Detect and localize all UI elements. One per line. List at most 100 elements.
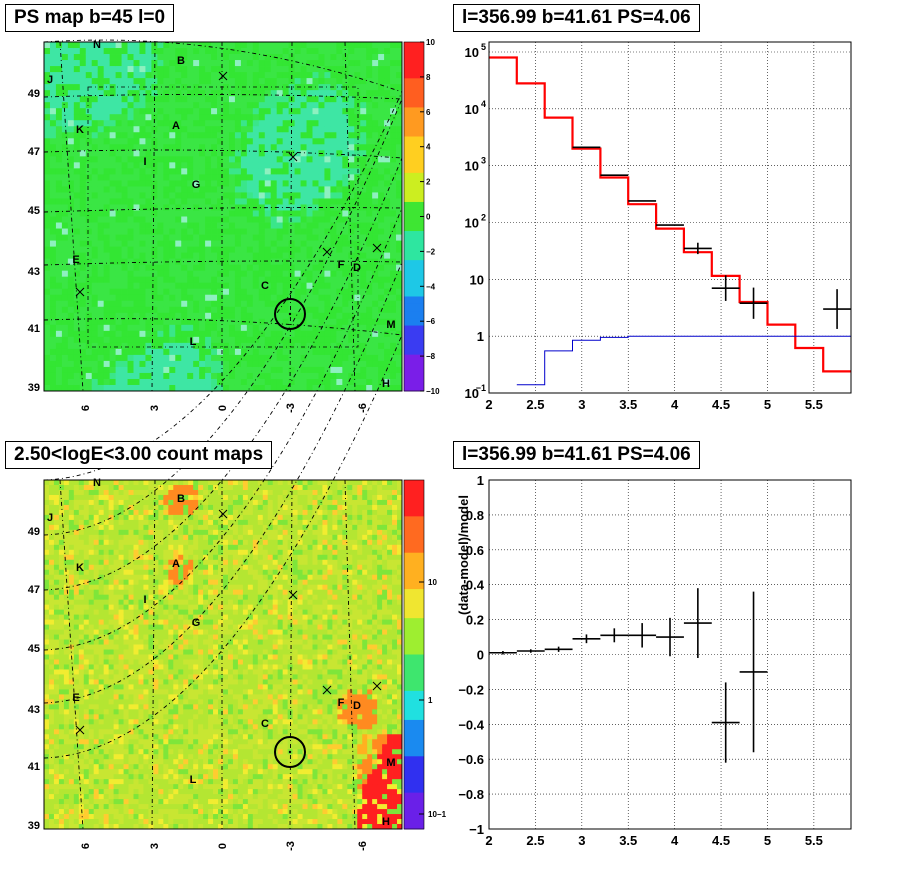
map-pixel [98,519,105,526]
map-pixel [113,489,119,496]
map-pixel [366,228,373,235]
map-pixel [366,48,373,55]
map-pixel [63,764,70,770]
map-pixel [78,804,85,810]
map-pixel [91,42,99,49]
map-pixel [97,192,105,199]
map-pixel [127,300,134,308]
map-pixel [108,519,115,526]
map-pixel [78,529,85,536]
map-pixel [63,754,70,760]
map-pixel [384,246,391,254]
map-pixel [44,324,51,332]
source-cross-marker [372,243,382,253]
map-pixel [234,246,242,254]
map-pixel [79,60,87,67]
map-pixel [252,240,260,247]
map-pixel [48,484,55,491]
map-pixel [330,180,337,187]
map-pixel [306,78,313,85]
target-circle [274,298,306,330]
map-pixel [44,144,51,151]
map-pixel [199,186,206,193]
map-pixel [223,384,230,392]
map-pixel [336,48,343,55]
map-pixel [163,300,170,308]
map-pixel [128,764,134,770]
map-pixel [145,72,152,79]
map-pixel [49,48,57,55]
map-pixel [366,318,373,326]
map-pixel [73,180,81,187]
map-pixel [128,759,134,765]
map-pixel [384,318,391,326]
map-pixel [73,378,81,386]
map-pixel [390,210,397,217]
map-pixel [138,679,144,685]
map-pixel [44,639,50,645]
map-pixel [324,60,331,67]
map-pixel [288,270,295,278]
map-pixel [97,72,105,79]
map-pixel [193,240,200,247]
map-pixel [128,589,134,596]
map-pixel [360,378,367,386]
map-pixel [193,300,200,308]
map-pixel [55,192,63,199]
map-pixel [103,814,110,820]
map-pixel [211,66,218,73]
map-pixel [73,72,81,79]
map-pixel [61,258,69,266]
map-pixel [306,300,313,308]
map-pixel [324,186,331,193]
map-pixel [61,132,69,139]
map-pixel [103,739,110,745]
map-pixel [312,252,319,260]
map-pixel [246,144,254,151]
map-pixel [103,264,111,272]
map-pixel [288,234,295,241]
map-pixel [348,306,355,314]
map-pixel [354,258,361,266]
map-pixel [91,78,99,85]
map-pixel [91,90,99,97]
map-pixel [123,584,129,591]
map-pixel [294,234,301,241]
map-pixel [113,634,119,640]
map-pixel [187,156,194,163]
map-pixel [128,684,134,690]
map-pixel [44,180,51,187]
map-pixel [169,288,176,296]
map-pixel [113,509,119,516]
map-pixel [73,639,80,645]
map-pixel [58,574,65,581]
map-pixel [85,102,93,109]
map-pixel [157,276,164,284]
map-pixel [288,282,295,290]
colorbar-segment [404,216,424,225]
map-pixel [252,366,260,374]
map-pixel [78,794,85,800]
map-pixel [83,639,90,645]
map-pixel [264,324,272,332]
map-pixel [91,198,99,205]
map-pixel [169,246,176,254]
map-pixel [372,336,379,344]
map-pixel [138,549,144,556]
map-pixel [390,192,397,199]
map-pixel [318,294,325,302]
map-pixel [211,252,218,260]
map-pixel [73,198,81,205]
map-pixel [121,258,128,266]
map-pixel [354,162,361,169]
map-pixel [83,784,90,790]
map-pixel [127,234,134,241]
map-pixel [103,714,110,720]
map-pixel [44,529,50,536]
map-pixel [61,354,69,362]
map-pixel [78,504,85,511]
map-pixel [181,90,188,97]
map-pixel [384,198,391,205]
map-pixel [91,102,99,109]
map-pixel [175,156,182,163]
